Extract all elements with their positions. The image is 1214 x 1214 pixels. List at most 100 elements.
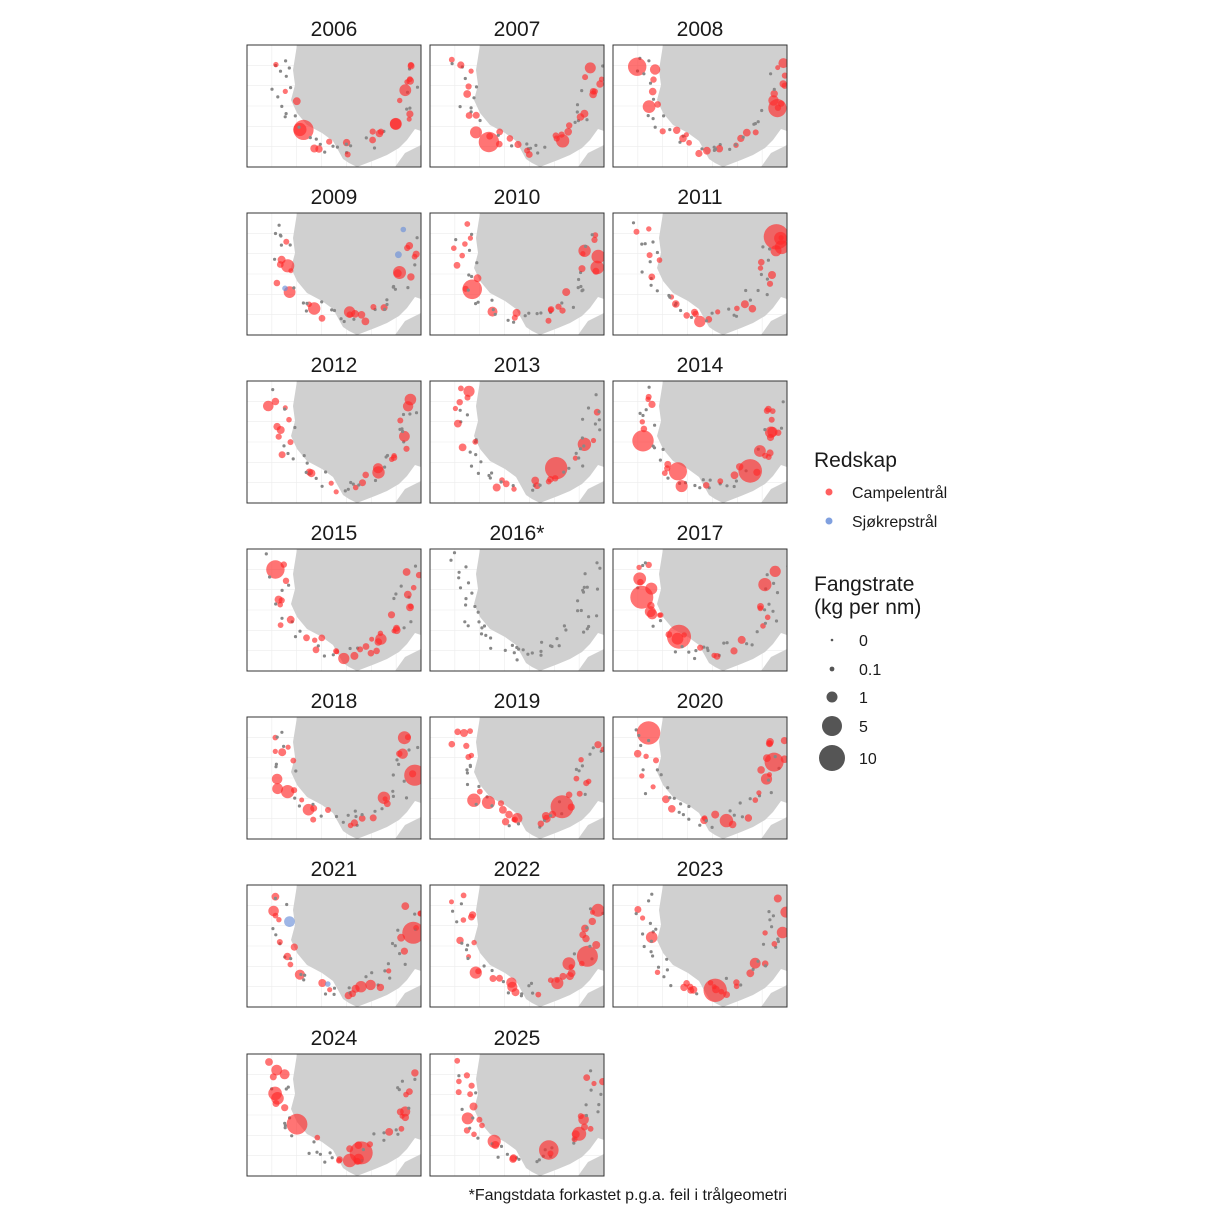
station-zero xyxy=(451,909,455,913)
station-zero xyxy=(598,566,602,570)
station-campelentral xyxy=(547,307,554,313)
station-campelentral xyxy=(271,397,280,406)
station-zero xyxy=(360,813,364,817)
legend-gear-title: Redskap xyxy=(814,449,897,472)
station-campelentral xyxy=(576,945,598,967)
station-zero xyxy=(276,95,280,99)
station-campelentral xyxy=(373,647,380,655)
station-campelentral xyxy=(712,985,720,994)
panel-border xyxy=(246,548,422,672)
station-zero xyxy=(659,773,663,777)
station-zero xyxy=(466,581,471,585)
station-campelentral xyxy=(645,396,651,402)
station-zero xyxy=(665,968,669,972)
station-campelentral xyxy=(350,651,359,660)
station-campelentral xyxy=(336,1157,342,1164)
station-zero xyxy=(268,575,272,579)
station-zero xyxy=(335,145,339,149)
station-zero xyxy=(466,943,470,947)
station-zero xyxy=(473,604,477,609)
land-sweden xyxy=(395,481,421,503)
station-campelentral xyxy=(454,728,461,736)
station-zero xyxy=(725,641,729,645)
station-zero xyxy=(646,114,650,118)
land-sweden xyxy=(395,313,421,335)
station-zero xyxy=(698,486,702,490)
station-zero xyxy=(680,645,684,649)
station-campelentral xyxy=(778,235,784,241)
station-campelentral xyxy=(479,1122,485,1129)
station-zero xyxy=(706,648,710,653)
station-zero xyxy=(288,243,292,247)
station-zero xyxy=(487,473,491,478)
station-zero xyxy=(766,778,771,782)
station-campelentral xyxy=(467,728,473,734)
station-zero xyxy=(756,288,760,293)
station-campelentral xyxy=(565,791,573,799)
station-zero xyxy=(297,804,301,808)
station-campelentral xyxy=(581,1123,588,1131)
station-zero xyxy=(274,765,278,769)
station-campelentral xyxy=(350,819,358,827)
station-zero xyxy=(322,654,326,658)
station-zero xyxy=(284,59,288,63)
station-zero xyxy=(391,773,395,777)
station-campelentral xyxy=(286,1113,308,1135)
station-zero xyxy=(585,118,589,122)
station-zero xyxy=(293,796,297,800)
station-campelentral xyxy=(562,288,571,297)
station-sjokrepstral xyxy=(282,285,288,292)
station-zero xyxy=(294,769,298,773)
panel-border xyxy=(246,716,422,840)
station-zero xyxy=(372,1132,376,1136)
station-campelentral xyxy=(357,646,364,653)
station-zero xyxy=(457,576,461,580)
station-zero xyxy=(457,1074,461,1078)
station-zero xyxy=(280,730,284,734)
legend-gear: Redskap Campelentrål Sjøkrepstrål xyxy=(814,449,947,531)
station-zero xyxy=(535,312,539,316)
station-campelentral xyxy=(471,939,477,946)
station-zero xyxy=(341,820,345,824)
station-zero xyxy=(601,64,604,68)
station-campelentral xyxy=(448,740,456,748)
station-zero xyxy=(580,289,584,293)
station-campelentral xyxy=(303,634,310,642)
station-zero xyxy=(732,313,736,317)
station-zero xyxy=(585,585,589,589)
station-campelentral xyxy=(286,416,292,423)
station-campelentral xyxy=(502,480,510,488)
station-campelentral xyxy=(276,917,282,923)
station-zero xyxy=(655,289,659,293)
station-campelentral xyxy=(263,400,274,412)
station-zero xyxy=(765,573,769,577)
station-zero xyxy=(651,97,656,101)
station-zero xyxy=(776,937,780,941)
station-zero xyxy=(588,907,593,911)
legend-size: Fangstrate (kg per nm) 0 0.1 1 5 10 xyxy=(814,573,921,771)
station-campelentral xyxy=(470,126,482,139)
station-campelentral xyxy=(370,304,377,310)
station-zero xyxy=(308,136,312,140)
station-zero xyxy=(738,801,742,805)
station-campelentral xyxy=(273,61,279,68)
station-zero xyxy=(687,804,691,809)
station-zero xyxy=(320,300,324,304)
station-campelentral xyxy=(691,308,698,316)
station-campelentral xyxy=(472,111,480,119)
panel-border xyxy=(612,212,788,336)
panel-2019: 2019 xyxy=(429,690,605,840)
station-zero xyxy=(580,436,584,440)
panel-title: 2006 xyxy=(311,18,358,41)
station-zero xyxy=(653,125,657,129)
station-campelentral xyxy=(366,1141,373,1148)
station-campelentral xyxy=(683,312,690,319)
station-campelentral xyxy=(552,132,559,139)
legend-gear-label-sjokrepstral: Sjøkrepstrål xyxy=(852,513,937,531)
station-campelentral xyxy=(509,1154,518,1162)
station-zero xyxy=(588,752,592,756)
station-zero xyxy=(587,615,591,619)
station-campelentral xyxy=(453,419,462,428)
station-zero xyxy=(469,106,473,110)
station-campelentral xyxy=(496,128,504,136)
